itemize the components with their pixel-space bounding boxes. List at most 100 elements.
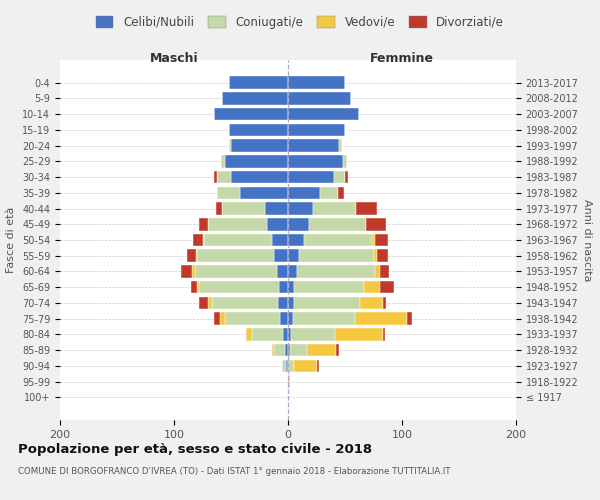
Bar <box>197 281 199 293</box>
Bar <box>214 171 217 183</box>
Bar <box>196 250 197 262</box>
Bar <box>187 250 196 262</box>
Bar <box>231 171 288 183</box>
Bar <box>374 234 388 246</box>
Bar <box>208 296 212 309</box>
Legend: Celibi/Nubili, Coniugati/e, Vedovi/e, Divorziati/e: Celibi/Nubili, Coniugati/e, Vedovi/e, Di… <box>91 11 509 34</box>
Bar <box>203 234 272 246</box>
Bar <box>288 296 294 309</box>
Bar <box>284 344 288 356</box>
Text: Femmine: Femmine <box>370 52 434 66</box>
Bar <box>335 328 383 340</box>
Bar <box>217 171 231 183</box>
Bar <box>288 360 294 372</box>
Bar <box>288 218 308 230</box>
Text: Maschi: Maschi <box>149 52 199 66</box>
Bar <box>226 155 288 168</box>
Bar <box>288 265 297 278</box>
Bar <box>288 234 304 246</box>
Bar <box>221 155 226 168</box>
Bar <box>336 344 340 356</box>
Text: COMUNE DI BORGOFRANCO D'IVREA (TO) - Dati ISTAT 1° gennaio 2018 - Elaborazione T: COMUNE DI BORGOFRANCO D'IVREA (TO) - Dat… <box>18 468 451 476</box>
Bar <box>288 108 359 120</box>
Bar <box>193 234 203 246</box>
Bar <box>288 376 290 388</box>
Bar <box>288 140 340 152</box>
Bar <box>294 296 360 309</box>
Bar <box>343 155 347 168</box>
Bar <box>383 328 385 340</box>
Bar <box>290 344 307 356</box>
Bar <box>308 218 365 230</box>
Bar <box>222 202 265 215</box>
Bar <box>191 281 197 293</box>
Bar <box>216 202 222 215</box>
Bar <box>373 234 374 246</box>
Bar <box>380 265 389 278</box>
Bar <box>345 171 349 183</box>
Bar <box>288 171 334 183</box>
Bar <box>317 360 319 372</box>
Bar <box>288 124 345 136</box>
Bar <box>265 202 288 215</box>
Bar <box>229 124 288 136</box>
Bar <box>288 281 294 293</box>
Bar <box>214 108 288 120</box>
Bar <box>181 265 192 278</box>
Bar <box>240 186 288 199</box>
Bar <box>313 202 356 215</box>
Bar <box>217 186 240 199</box>
Bar <box>274 250 288 262</box>
Bar <box>272 344 274 356</box>
Bar <box>199 281 279 293</box>
Bar <box>246 328 251 340</box>
Bar <box>283 360 286 372</box>
Bar <box>192 265 194 278</box>
Bar <box>355 312 407 325</box>
Bar <box>229 140 231 152</box>
Bar <box>280 312 288 325</box>
Bar <box>407 312 412 325</box>
Bar <box>288 202 313 215</box>
Bar <box>364 281 380 293</box>
Bar <box>294 281 364 293</box>
Bar <box>222 92 288 104</box>
Bar <box>194 265 277 278</box>
Bar <box>288 92 350 104</box>
Bar <box>304 234 373 246</box>
Bar <box>288 250 299 262</box>
Bar <box>299 250 373 262</box>
Bar <box>279 281 288 293</box>
Bar <box>383 296 386 309</box>
Bar <box>288 76 345 89</box>
Bar <box>268 218 288 230</box>
Bar <box>380 281 394 293</box>
Bar <box>374 265 380 278</box>
Bar <box>365 218 386 230</box>
Bar <box>288 328 292 340</box>
Bar <box>292 328 335 340</box>
Y-axis label: Fasce di età: Fasce di età <box>7 207 16 273</box>
Bar <box>278 296 288 309</box>
Bar <box>288 155 343 168</box>
Bar <box>277 265 288 278</box>
Bar <box>212 296 278 309</box>
Bar <box>283 328 288 340</box>
Bar <box>251 328 283 340</box>
Bar <box>229 76 288 89</box>
Bar <box>293 312 355 325</box>
Bar <box>199 296 208 309</box>
Bar <box>356 202 377 215</box>
Bar <box>288 344 290 356</box>
Bar <box>288 186 320 199</box>
Bar <box>208 218 268 230</box>
Bar <box>286 360 288 372</box>
Bar <box>360 296 383 309</box>
Bar <box>214 312 220 325</box>
Bar <box>340 140 341 152</box>
Bar <box>220 312 226 325</box>
Bar <box>307 344 336 356</box>
Text: Popolazione per età, sesso e stato civile - 2018: Popolazione per età, sesso e stato civil… <box>18 442 372 456</box>
Bar <box>274 344 284 356</box>
Y-axis label: Anni di nascita: Anni di nascita <box>583 198 592 281</box>
